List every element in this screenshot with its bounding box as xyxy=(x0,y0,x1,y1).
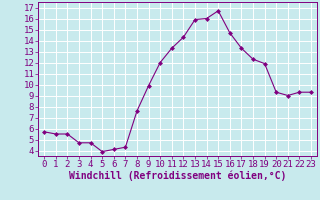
X-axis label: Windchill (Refroidissement éolien,°C): Windchill (Refroidissement éolien,°C) xyxy=(69,171,286,181)
